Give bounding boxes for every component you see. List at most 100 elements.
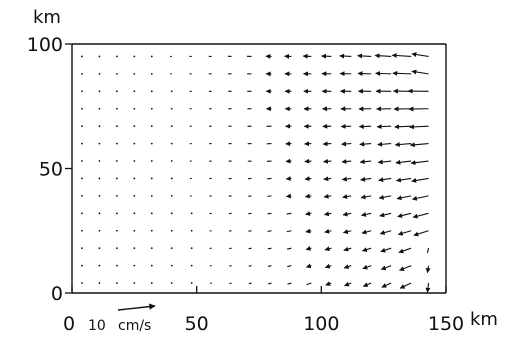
- velocity-vector: [361, 229, 372, 235]
- velocity-vector: [150, 142, 153, 145]
- velocity-vector: [286, 230, 292, 233]
- velocity-vector: [190, 264, 193, 267]
- velocity-vector: [150, 107, 153, 110]
- velocity-vector: [380, 265, 392, 271]
- velocity-vector: [304, 158, 312, 164]
- velocity-vector: [304, 176, 312, 182]
- velocity-vector: [115, 107, 118, 110]
- velocity-vector: [133, 55, 136, 58]
- tick-labels: 0 50 100 150 0 50 100: [27, 34, 464, 335]
- velocity-vector: [115, 55, 118, 58]
- velocity-vector: [170, 247, 173, 250]
- velocity-vector: [268, 282, 272, 285]
- velocity-vector: [361, 212, 372, 217]
- velocity-vector: [190, 229, 193, 232]
- velocity-vector: [150, 160, 153, 162]
- velocity-vector: [115, 247, 118, 250]
- velocity-vector: [150, 282, 153, 284]
- reference-vector-value: 10: [88, 318, 106, 334]
- velocity-vector: [170, 160, 173, 162]
- velocity-vector: [394, 142, 412, 147]
- velocity-vector: [150, 55, 153, 58]
- velocity-vector: [305, 246, 312, 251]
- velocity-vector: [150, 125, 153, 128]
- velocity-vector: [115, 125, 118, 128]
- velocity-vector: [98, 107, 101, 110]
- axis-ticks: [65, 43, 447, 294]
- velocity-vector: [341, 176, 352, 182]
- y-tick-label: 0: [51, 283, 63, 305]
- velocity-vector: [342, 211, 352, 217]
- velocity-vector: [81, 160, 83, 162]
- velocity-vector: [81, 194, 83, 197]
- velocity-vector: [322, 141, 332, 147]
- reference-vector-unit: cm/s: [118, 318, 151, 334]
- velocity-vector: [170, 177, 173, 180]
- velocity-vector: [375, 71, 392, 76]
- velocity-vector: [339, 53, 352, 59]
- velocity-vector: [133, 194, 136, 197]
- velocity-vector: [322, 158, 332, 164]
- velocity-vector: [133, 72, 136, 75]
- velocity-vector: [150, 90, 153, 93]
- velocity-vector: [133, 160, 136, 162]
- velocity-vector: [81, 247, 83, 250]
- velocity-vector: [376, 124, 392, 130]
- velocity-vector: [170, 125, 173, 128]
- velocity-vector: [378, 177, 392, 183]
- velocity-vector: [323, 211, 332, 217]
- x-tick-label: 100: [303, 313, 339, 335]
- velocity-vector: [98, 194, 101, 197]
- velocity-vector: [362, 282, 372, 287]
- velocity-vector: [397, 230, 412, 236]
- velocity-vector: [305, 228, 312, 234]
- velocity-vector: [267, 212, 272, 215]
- velocity-vector: [323, 176, 332, 182]
- velocity-vector: [81, 229, 83, 232]
- velocity-vector: [425, 265, 431, 274]
- velocity-vector: [410, 160, 429, 166]
- velocity-vector: [81, 177, 83, 180]
- velocity-vector: [411, 69, 429, 75]
- velocity-vector: [399, 282, 412, 289]
- velocity-vector: [325, 281, 332, 286]
- velocity-vector: [409, 124, 429, 130]
- velocity-vector: [150, 229, 153, 232]
- velocity-vector: [396, 195, 412, 201]
- velocity-vector: [81, 72, 83, 75]
- velocity-vector: [287, 282, 292, 285]
- velocity-vector: [343, 246, 352, 252]
- velocity-vector: [98, 282, 101, 284]
- velocity-vector: [286, 212, 292, 215]
- velocity-vector: [98, 142, 101, 145]
- velocity-vector: [115, 212, 118, 215]
- velocity-vector: [412, 212, 429, 219]
- velocity-vector: [98, 177, 101, 180]
- velocity-vector: [381, 282, 392, 288]
- velocity-vector: [357, 53, 372, 59]
- velocity-vector: [286, 247, 292, 250]
- x-axis-unit-label: km: [470, 309, 498, 330]
- velocity-vector: [190, 212, 193, 215]
- velocity-vector: [170, 282, 173, 284]
- velocity-vector: [267, 247, 272, 250]
- velocity-vector: [170, 194, 173, 197]
- velocity-vector: [81, 107, 83, 110]
- reference-vector-legend: 10 cm/s: [88, 303, 156, 334]
- velocity-vector: [133, 125, 136, 128]
- velocity-vector: [413, 230, 429, 237]
- velocity-vector: [399, 265, 412, 271]
- velocity-vector: [115, 229, 118, 232]
- velocity-vector: [395, 159, 412, 165]
- velocity-vector: [379, 230, 392, 235]
- velocity-vector: [359, 159, 372, 165]
- velocity-vector: [380, 247, 392, 253]
- velocity-vector: [360, 194, 372, 200]
- velocity-vector: [361, 247, 372, 252]
- velocity-vector: [305, 263, 312, 269]
- velocity-vector: [425, 282, 431, 293]
- velocity-vector: [81, 55, 83, 58]
- x-tick-label: 50: [185, 313, 209, 335]
- velocity-vector: [398, 247, 412, 254]
- velocity-vectors: [81, 52, 431, 293]
